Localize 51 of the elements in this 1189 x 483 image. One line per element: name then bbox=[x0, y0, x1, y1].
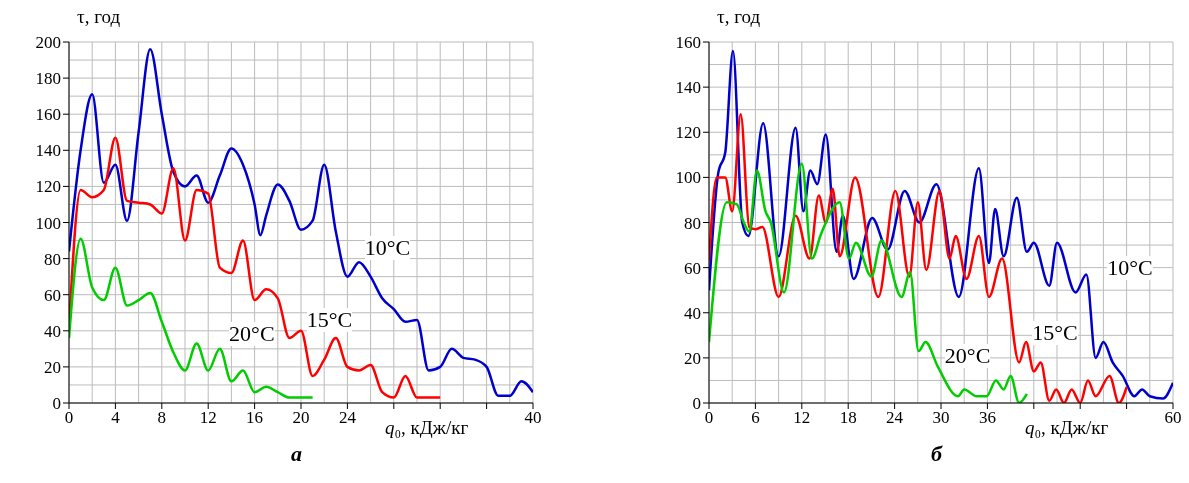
y-tick-label: 200 bbox=[35, 33, 61, 53]
y-tick-label: 60 bbox=[684, 258, 701, 278]
x-tick-label: 30 bbox=[932, 408, 950, 428]
y-tick-label: 100 bbox=[35, 213, 61, 233]
x-tick-label: 20 bbox=[292, 408, 310, 428]
y-tick-label: 60 bbox=[44, 285, 61, 305]
x-axis-title: q₀, кДж/кг bbox=[383, 417, 471, 439]
x-tick-label: 16 bbox=[246, 408, 264, 428]
x-tick-label: 18 bbox=[839, 408, 857, 428]
series-label: 10°C bbox=[364, 234, 411, 260]
y-tick-label: 100 bbox=[675, 168, 701, 188]
y-tick-label: 40 bbox=[684, 303, 701, 323]
y-axis-title: τ, год bbox=[717, 6, 761, 28]
y-tick-label: 140 bbox=[35, 141, 61, 161]
line-series bbox=[709, 162, 1029, 403]
y-tick-label: 140 bbox=[675, 78, 701, 98]
y-tick-label: 0 bbox=[52, 394, 61, 414]
y-tick-label: 20 bbox=[684, 348, 701, 368]
x-tick-label: 4 bbox=[111, 408, 121, 428]
x-tick-label: 40 bbox=[524, 408, 542, 428]
y-axis-title: τ, год bbox=[77, 6, 121, 28]
y-tick-label: 120 bbox=[675, 123, 701, 143]
series-label: 20°C bbox=[944, 342, 991, 368]
y-tick-label: 180 bbox=[35, 69, 61, 89]
y-tick-label: 80 bbox=[684, 213, 701, 233]
series-label: 20°C bbox=[229, 321, 275, 347]
y-tick-label: 80 bbox=[44, 249, 61, 269]
x-tick-label: 6 bbox=[751, 408, 760, 428]
line-series bbox=[69, 136, 442, 399]
line-series bbox=[69, 47, 533, 398]
x-tick-label: 36 bbox=[978, 408, 996, 428]
x-tick-label: 0 bbox=[64, 408, 74, 428]
y-tick-label: 20 bbox=[44, 357, 61, 377]
x-tick-label: 8 bbox=[157, 408, 167, 428]
x-tick-label: 24 bbox=[886, 408, 904, 428]
x-tick-label: 12 bbox=[793, 408, 811, 428]
x-tick-label: 60 bbox=[1164, 408, 1182, 428]
x-tick-label: 0 bbox=[704, 408, 714, 428]
y-tick-label: 160 bbox=[675, 33, 701, 53]
y-tick-label: 120 bbox=[35, 177, 61, 197]
x-tick-label: 12 bbox=[199, 408, 217, 428]
text: а bbox=[291, 441, 302, 467]
series-label: 15°C bbox=[306, 306, 353, 332]
series-label: 15°C bbox=[1032, 320, 1078, 346]
y-tick-label: 40 bbox=[44, 321, 61, 341]
x-axis-title: q₀, кДж/кг bbox=[1023, 417, 1111, 439]
y-tick-label: 160 bbox=[35, 105, 61, 125]
text: б bbox=[931, 441, 942, 467]
y-tick-label: 0 bbox=[692, 394, 701, 414]
x-tick-label: 24 bbox=[338, 408, 357, 428]
series-label: 10°C bbox=[1107, 254, 1153, 280]
